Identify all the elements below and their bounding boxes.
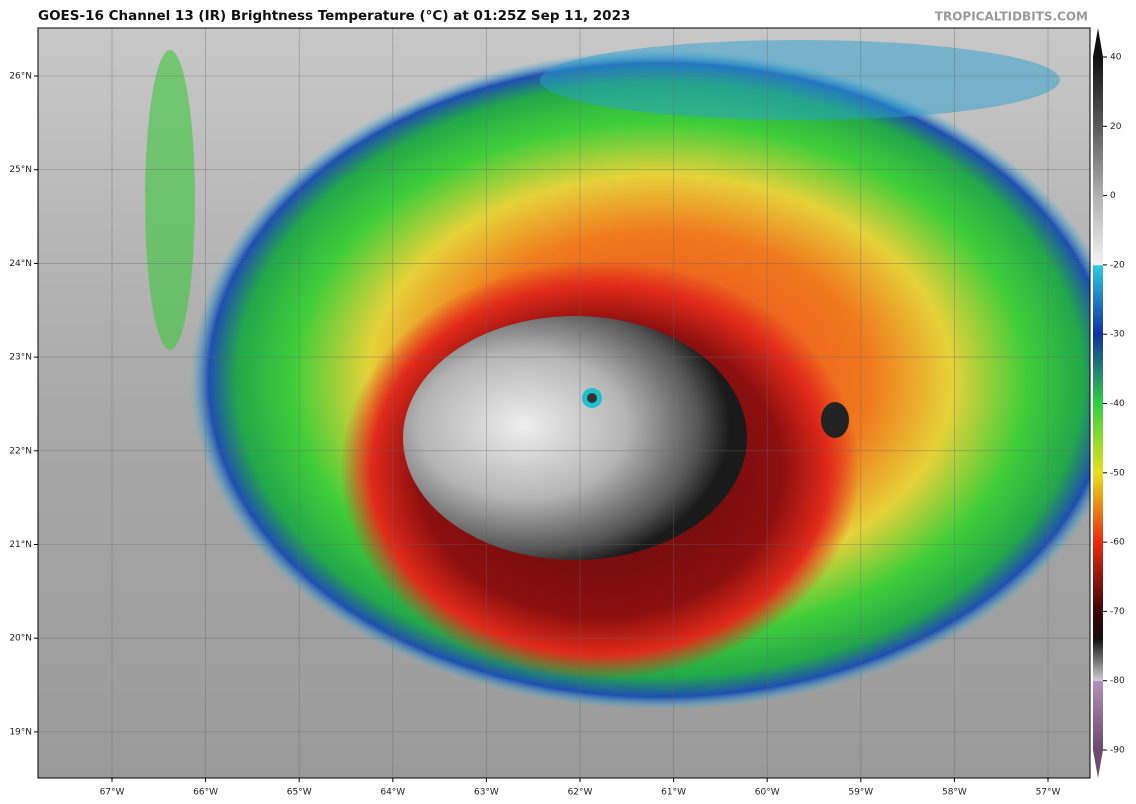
- title: GOES-16 Channel 13 (IR) Brightness Tempe…: [38, 8, 630, 24]
- colorbar-label: -90: [1110, 746, 1125, 756]
- colorbar-label: -60: [1110, 538, 1125, 548]
- colorbar: [1093, 28, 1103, 778]
- lat-label: 23°N: [9, 353, 32, 363]
- lat-label: 20°N: [9, 634, 32, 644]
- colorbar-label: -30: [1110, 330, 1125, 340]
- colorbar-label: -40: [1110, 399, 1125, 409]
- lon-label: 57°W: [1036, 788, 1061, 798]
- colorbar-label: 40: [1110, 53, 1122, 63]
- source: TROPICALTIDBITS.COM: [935, 10, 1088, 24]
- colorbar-label: -50: [1110, 468, 1125, 478]
- lat-label: 25°N: [9, 165, 32, 175]
- satellite-image: [38, 28, 1090, 778]
- lon-label: 59°W: [848, 788, 873, 798]
- map-frame: [37, 27, 1091, 779]
- lat-label: 22°N: [9, 446, 32, 456]
- lon-label: 64°W: [380, 788, 405, 798]
- lon-label: 65°W: [287, 788, 312, 798]
- lon-label: 62°W: [568, 788, 593, 798]
- lon-label: 63°W: [474, 788, 499, 798]
- lat-label: 19°N: [9, 727, 32, 737]
- lon-label: 67°W: [100, 788, 125, 798]
- lon-label: 61°W: [661, 788, 686, 798]
- colorbar-label: 0: [1110, 191, 1116, 201]
- lon-label: 60°W: [755, 788, 780, 798]
- lon-label: 58°W: [942, 788, 967, 798]
- lat-label: 24°N: [9, 259, 32, 269]
- colorbar-label: -20: [1110, 260, 1125, 270]
- lon-label: 66°W: [193, 788, 218, 798]
- colorbar-label: -70: [1110, 607, 1125, 617]
- lat-label: 26°N: [9, 72, 32, 82]
- lat-label: 21°N: [9, 540, 32, 550]
- colorbar-label: 20: [1110, 122, 1122, 132]
- colorbar-label: -80: [1110, 676, 1125, 686]
